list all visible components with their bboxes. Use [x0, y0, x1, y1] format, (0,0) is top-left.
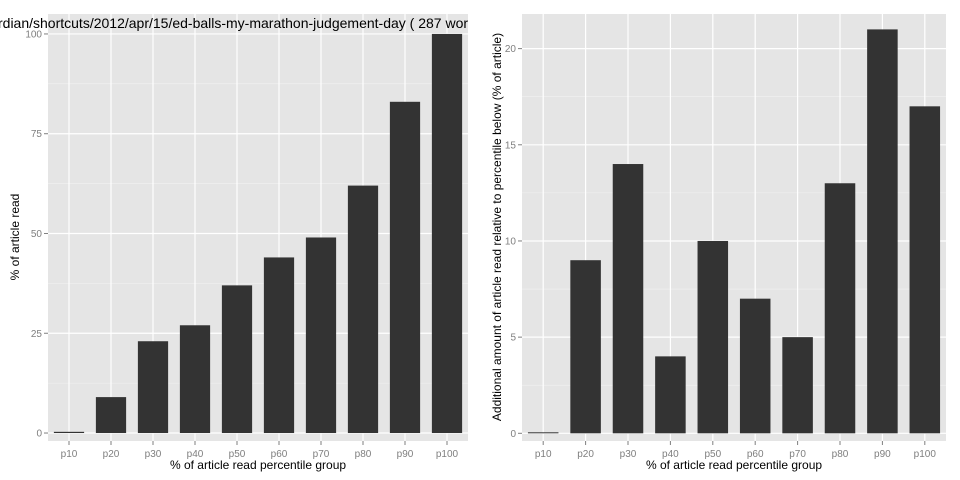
left-chart-title: rdian/shortcuts/2012/apr/15/ed-balls-my-…: [0, 15, 468, 31]
left-y-tick-label: 25: [31, 329, 43, 340]
left-bar-p10: [53, 431, 85, 434]
left-x-tick-label: p60: [271, 449, 288, 460]
right-x-tick-label: p100: [914, 449, 937, 460]
right-y-tick-label: 10: [505, 236, 517, 247]
right-x-tick-label: p50: [704, 449, 721, 460]
right-bar-p100: [909, 106, 941, 434]
left-x-tick-label: p80: [355, 449, 372, 460]
left-x-tick-label: p20: [103, 449, 120, 460]
left-x-tick-label: p70: [313, 449, 330, 460]
left-bar-p30: [137, 341, 169, 434]
left-y-tick-label: 50: [31, 229, 43, 240]
left-bars: [53, 33, 463, 434]
right-bar-p60: [739, 298, 771, 434]
right-bar-p40: [655, 356, 686, 434]
left-bar-p20: [95, 397, 127, 434]
right-x-tick-label: p90: [874, 449, 891, 460]
right-bar-p30: [612, 164, 644, 434]
right-y-axis-title: Additional amount of article read relati…: [490, 33, 504, 421]
right-bar-p50: [697, 240, 729, 434]
right-bar-p70: [782, 337, 813, 434]
right-y-ticks: 0 5 10 15 20: [505, 44, 522, 440]
left-y-tick-label: 75: [31, 129, 43, 140]
right-x-tick-label: p60: [747, 449, 764, 460]
right-x-ticks: p10 p20 p30 p40 p50 p60 p70 p80 p90 p100: [535, 441, 937, 460]
right-bar-p20: [570, 260, 601, 434]
right-bar-p10: [527, 432, 559, 434]
left-x-axis-title: % of article read percentile group: [170, 458, 346, 472]
left-x-tick-label: p90: [397, 449, 414, 460]
left-bar-p90: [389, 101, 421, 434]
right-bars: [527, 29, 941, 434]
right-y-tick-label: 0: [510, 429, 516, 440]
right-y-tick-label: 15: [505, 140, 517, 151]
left-bar-p50: [221, 285, 253, 434]
right-y-tick-label: 5: [510, 333, 516, 344]
right-x-tick-label: p30: [620, 449, 637, 460]
left-x-tick-label: p100: [436, 449, 459, 460]
right-x-tick-label: p20: [577, 449, 594, 460]
right-chart: 0 5 10 15 20 p10 p20 p30 p40 p50 p60 p70 p80 p90 p100…: [490, 14, 946, 472]
left-y-tick-label: 100: [25, 29, 42, 40]
left-y-axis-title: % of article read: [8, 194, 22, 281]
left-y-ticks: 0 25 50 75 100: [25, 29, 48, 440]
right-bar-p80: [824, 183, 856, 434]
left-bar-p70: [305, 237, 337, 434]
right-y-tick-label: 20: [505, 44, 517, 55]
left-x-tick-label: p40: [187, 449, 204, 460]
right-x-axis-title: % of article read percentile group: [646, 458, 822, 472]
left-x-tick-label: p30: [145, 449, 162, 460]
left-x-tick-label: p10: [61, 449, 78, 460]
left-bar-p60: [263, 257, 295, 434]
right-x-tick-label: p40: [662, 449, 679, 460]
left-x-ticks: p10 p20 p30 p40 p50 p60 p70 p80 p90 p100: [61, 441, 459, 460]
left-bar-p100: [431, 33, 463, 434]
left-bar-p80: [347, 185, 379, 434]
left-x-tick-label: p50: [229, 449, 246, 460]
left-bar-p40: [179, 325, 211, 434]
left-y-tick-label: 0: [36, 429, 42, 440]
right-x-tick-label: p80: [832, 449, 849, 460]
right-bar-p90: [867, 29, 898, 434]
right-x-tick-label: p10: [535, 449, 552, 460]
right-x-tick-label: p70: [789, 449, 806, 460]
